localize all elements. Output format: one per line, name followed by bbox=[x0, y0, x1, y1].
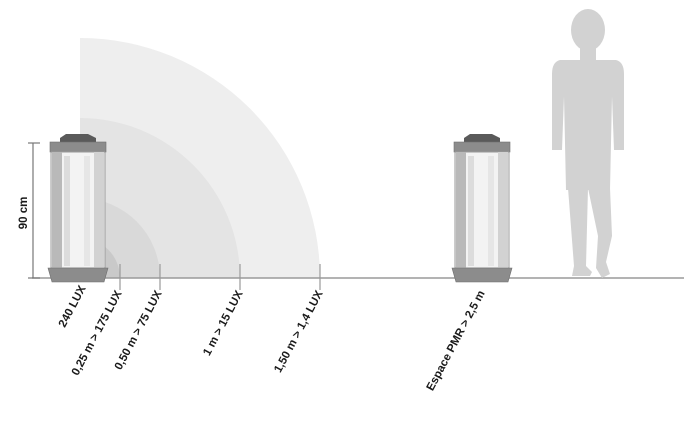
person-leg-left bbox=[568, 188, 592, 276]
lamp-post-inner-left bbox=[64, 156, 70, 266]
lamp-post-left bbox=[456, 152, 466, 268]
lamp-base bbox=[47, 267, 109, 283]
distance-labels: 240 LUX 0,25 m > 175 LUX 0,50 m > 75 LUX… bbox=[57, 283, 488, 392]
height-dimension bbox=[28, 142, 40, 279]
lamp-base bbox=[451, 267, 513, 283]
lamp-post-inner-right bbox=[488, 156, 494, 266]
distance-ticks bbox=[119, 264, 321, 290]
distance-label-1-5m: 1,50 m > 1,4 LUX bbox=[272, 288, 326, 374]
clearance-label: Espace PMR > 2,5 m bbox=[425, 289, 488, 393]
lamp-post-right bbox=[498, 152, 508, 268]
lamp-right bbox=[451, 134, 513, 283]
distance-label-1m: 1 m > 15 LUX bbox=[201, 288, 246, 357]
lamp-post-left bbox=[52, 152, 62, 268]
light-zones bbox=[80, 38, 320, 278]
distance-label-0m: 240 LUX bbox=[57, 283, 89, 329]
person-torso bbox=[552, 60, 624, 190]
lamp-cap bbox=[464, 134, 500, 142]
lamp-left bbox=[47, 134, 109, 283]
person-silhouette bbox=[552, 9, 624, 278]
lamp-top bbox=[49, 141, 107, 153]
person-leg-right bbox=[588, 188, 612, 278]
lamp-post-inner-left bbox=[468, 156, 474, 266]
lamp-post-right bbox=[94, 152, 104, 268]
lamp-post-inner-right bbox=[84, 156, 90, 266]
lamp-top bbox=[453, 141, 511, 153]
person-head bbox=[571, 9, 605, 51]
lamp-cap bbox=[60, 134, 96, 142]
person-neck bbox=[580, 46, 596, 60]
height-label: 90 cm bbox=[18, 197, 30, 230]
